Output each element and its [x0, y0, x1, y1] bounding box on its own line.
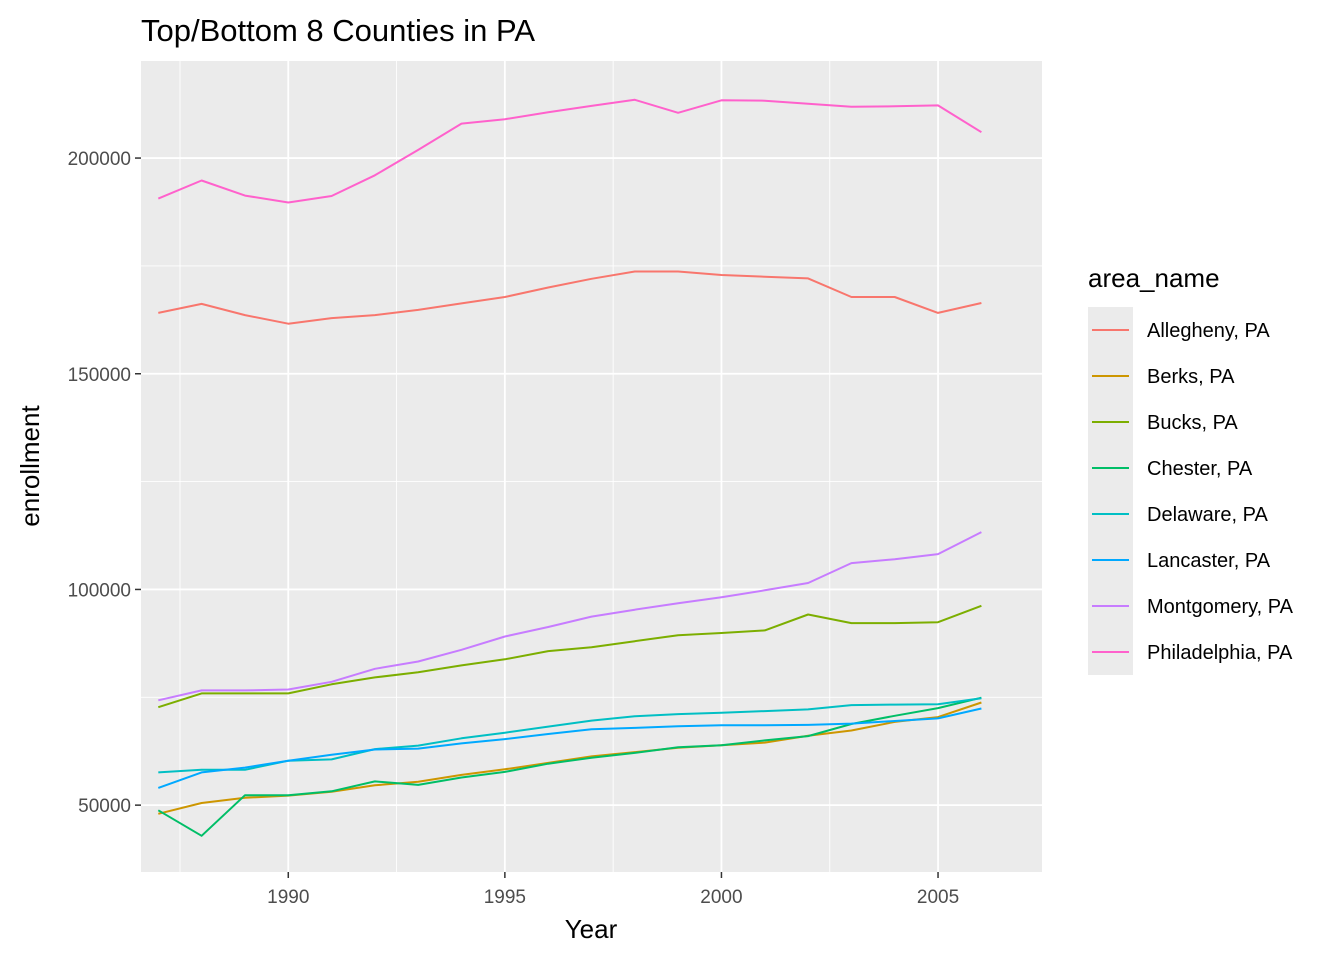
y-tick-label: 150000: [68, 365, 131, 386]
x-tick-label: 1995: [484, 887, 526, 908]
y-tick-label: 50000: [78, 796, 131, 817]
y-axis-title: enrollment: [15, 405, 45, 527]
legend-label-bucks-pa: Bucks, PA: [1147, 412, 1238, 434]
legend-label-berks-pa: Berks, PA: [1147, 366, 1235, 388]
series-line-bucks-pa: [157, 604, 982, 709]
legend: area_name Allegheny, PA Berks, PA Bucks, P…: [1088, 263, 1294, 675]
legend-items: Allegheny, PA Berks, PA Bucks, PA Chester, …: [1088, 307, 1294, 675]
x-axis-ticks: 1990 1995 2000 2005: [267, 872, 959, 908]
major-gridlines: [141, 61, 1042, 872]
plot-panel: [141, 61, 1042, 872]
y-tick-label: 200000: [68, 149, 131, 170]
x-tick-label: 2005: [917, 887, 959, 908]
x-tick-label: 1990: [267, 887, 309, 908]
series-line-philadelphia-pa: [157, 98, 982, 204]
series-lines: [157, 98, 982, 837]
x-tick-label: 2000: [700, 887, 742, 908]
legend-label-philadelphia-pa: Philadelphia, PA: [1147, 642, 1293, 664]
legend-label-delaware-pa: Delaware, PA: [1147, 504, 1268, 526]
y-axis-ticks: 50000 100000 150000 200000: [68, 149, 141, 817]
legend-key-background: [1088, 307, 1133, 675]
series-line-chester-pa: [157, 696, 982, 837]
series-line-lancaster-pa: [157, 707, 982, 789]
legend-label-allegheny-pa: Allegheny, PA: [1147, 320, 1270, 342]
series-line-montgomery-pa: [158, 531, 982, 702]
legend-label-lancaster-pa: Lancaster, PA: [1147, 550, 1271, 572]
legend-title: area_name: [1088, 263, 1220, 293]
legend-label-chester-pa: Chester, PA: [1147, 458, 1253, 480]
series-line-allegheny-pa: [158, 270, 982, 325]
legend-label-montgomery-pa: Montgomery, PA: [1147, 596, 1294, 618]
minor-gridlines: [141, 61, 1042, 872]
y-tick-label: 100000: [68, 580, 131, 601]
x-axis-title: Year: [565, 914, 618, 944]
chart-title: Top/Bottom 8 Counties in PA: [141, 13, 535, 48]
